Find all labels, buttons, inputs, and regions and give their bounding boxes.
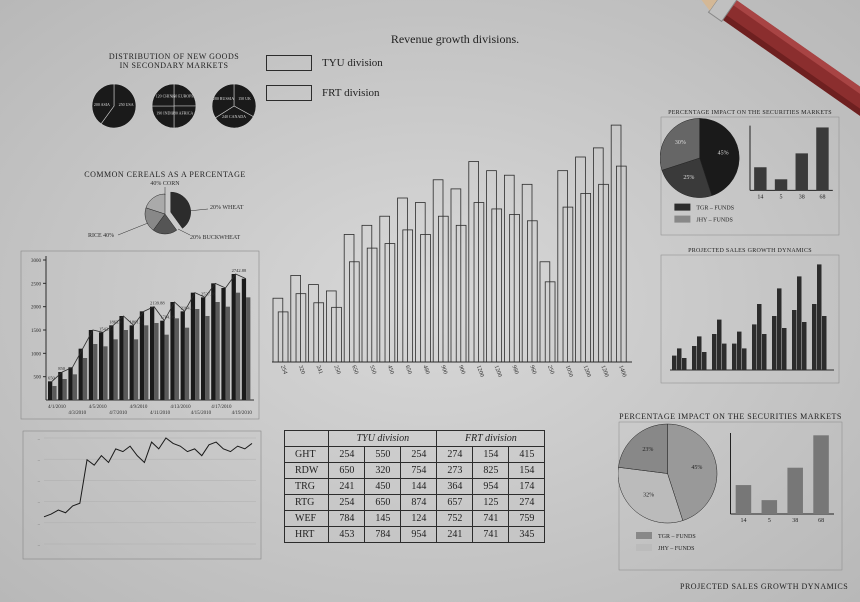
svg-text:23%: 23% [642, 447, 653, 453]
dated-bar-chart: 500 1000 1500 2000 2500 3000 650850 1542.84 1863… [20, 250, 260, 420]
svg-text:4/13/2010: 4/13/2010 [170, 405, 191, 410]
svg-text:2500: 2500 [31, 282, 42, 287]
svg-text:38: 38 [792, 518, 798, 524]
svg-text:250 USA: 250 USA [119, 102, 134, 107]
sec1-chart: 45% 25% 30% 14 5 38 68 TGR – FUNDS JHY – FUNDS [660, 116, 840, 236]
data-table: TYU divisionFRT divisionGHT2545502542741… [284, 430, 545, 543]
svg-text:500: 500 [34, 376, 42, 381]
svg-text:650: 650 [48, 375, 56, 380]
svg-text:2139.88: 2139.88 [150, 301, 165, 306]
svg-text:320: 320 [297, 365, 306, 376]
svg-text:14: 14 [740, 518, 746, 524]
svg-text:900: 900 [457, 365, 466, 376]
svg-text:190 INDIA: 190 INDIA [156, 111, 174, 116]
svg-text:200 ASIA: 200 ASIA [94, 102, 110, 107]
svg-text:TGR – FUNDS: TGR – FUNDS [658, 534, 696, 540]
dist-pies: 250 USA200 ASIA150 EUROPE180 AFRICA190 I… [84, 70, 264, 142]
svg-text:TGR – FUNDS: TGR – FUNDS [696, 206, 734, 212]
svg-text:RICE 40%: RICE 40% [88, 233, 114, 239]
svg-text:1863.4: 1863.4 [109, 319, 122, 324]
svg-text:1400: 1400 [617, 365, 627, 378]
svg-text:–: – [37, 478, 41, 483]
svg-text:960: 960 [528, 365, 537, 376]
svg-text:–: – [37, 500, 41, 505]
svg-text:45%: 45% [691, 465, 702, 471]
sec2-title: PERCENTAGE IMPACT ON THE SECURITIES MARK… [618, 412, 843, 421]
svg-text:254: 254 [279, 365, 288, 376]
svg-text:4/3/2010: 4/3/2010 [68, 411, 86, 416]
svg-text:1704.96: 1704.96 [160, 315, 175, 320]
svg-text:20% BUCKWHEAT: 20% BUCKWHEAT [190, 235, 240, 241]
main-bar-chart: 254 320 241 250 650 550 450 650 480 900 900 1200 120… [256, 110, 636, 390]
svg-text:1500: 1500 [31, 329, 42, 334]
svg-text:4/5/2010: 4/5/2010 [89, 405, 107, 410]
svg-text:900: 900 [439, 365, 448, 376]
svg-text:–: – [37, 436, 41, 441]
svg-text:30%: 30% [675, 140, 686, 146]
svg-text:650: 650 [350, 365, 359, 376]
svg-text:4/9/2010: 4/9/2010 [130, 405, 148, 410]
svg-text:4/11/2010: 4/11/2010 [150, 411, 171, 416]
sec2-chart: 45% 32% 23% 14 5 38 68 TGR – FUNDS JHY – FUNDS [618, 421, 843, 571]
svg-text:2537.48: 2537.48 [201, 291, 216, 296]
svg-text:1861.12: 1861.12 [130, 319, 145, 324]
svg-text:250: 250 [332, 365, 341, 376]
dist-title: DISTRIBUTION OF NEW GOODS IN SECONDARY M… [84, 52, 264, 70]
line-chart: – – – – – – [22, 430, 262, 560]
svg-text:550: 550 [368, 365, 377, 376]
svg-text:68: 68 [818, 518, 824, 524]
svg-text:150 UK: 150 UK [238, 96, 251, 101]
cereals-pie: 40% CORN 20% WHEAT RICE 40% 20% BUCKWHEAT [60, 179, 270, 249]
svg-text:2000: 2000 [31, 306, 42, 311]
svg-text:180 AFRICA: 180 AFRICA [172, 111, 194, 116]
svg-text:38: 38 [799, 194, 805, 200]
svg-text:4/17/2010: 4/17/2010 [211, 405, 232, 410]
svg-text:5: 5 [768, 518, 771, 524]
svg-text:68: 68 [819, 194, 825, 200]
svg-text:1200: 1200 [475, 365, 485, 378]
legend-tyu: TYU division [322, 57, 383, 69]
svg-text:4/7/2010: 4/7/2010 [109, 411, 127, 416]
svg-text:1050: 1050 [564, 365, 574, 378]
svg-text:850: 850 [58, 366, 65, 371]
svg-text:480: 480 [421, 365, 430, 376]
svg-text:450: 450 [386, 365, 395, 376]
svg-text:40% CORN: 40% CORN [150, 181, 180, 187]
svg-text:241: 241 [315, 365, 324, 376]
growth-chart [660, 254, 840, 384]
sec1-title: PERCENTAGE IMPACT ON THE SECURITIES MARK… [660, 110, 840, 116]
svg-text:4/19/2010: 4/19/2010 [232, 411, 253, 416]
svg-text:5: 5 [780, 194, 783, 200]
svg-text:650: 650 [404, 365, 413, 376]
svg-text:1542.84: 1542.84 [99, 326, 114, 331]
svg-text:1200: 1200 [493, 365, 503, 378]
svg-text:JHY – FUNDS: JHY – FUNDS [696, 218, 732, 224]
svg-text:120 CHINA: 120 CHINA [156, 93, 176, 98]
svg-text:3000: 3000 [31, 259, 42, 264]
svg-text:45%: 45% [718, 150, 729, 156]
svg-text:2742.88: 2742.88 [232, 268, 247, 273]
svg-text:4/15/2010: 4/15/2010 [191, 411, 212, 416]
svg-text:250: 250 [546, 365, 555, 376]
footer-text: PROJECTED SALES GROWTH DYNAMICS [680, 582, 848, 591]
svg-text:32%: 32% [643, 492, 654, 498]
svg-text:980: 980 [510, 365, 519, 376]
main-title: Revenue growth divisions. [260, 32, 650, 47]
svg-text:4/1/2010: 4/1/2010 [48, 405, 66, 410]
svg-text:240 CANADA: 240 CANADA [222, 114, 246, 119]
svg-text:1200: 1200 [599, 365, 609, 378]
cereals-title: COMMON CEREALS AS A PERCENTAGE [60, 170, 270, 179]
svg-text:–: – [37, 521, 41, 526]
svg-text:20% WHEAT: 20% WHEAT [210, 205, 244, 211]
legend-frt: FRT division [322, 87, 380, 99]
svg-text:1000: 1000 [31, 352, 42, 357]
svg-text:1200: 1200 [582, 365, 592, 378]
svg-text:JHY – FUNDS: JHY – FUNDS [658, 546, 694, 552]
svg-text:280 RUSSIA: 280 RUSSIA [213, 96, 234, 101]
svg-text:–: – [37, 457, 41, 462]
svg-text:25%: 25% [683, 175, 694, 181]
svg-text:–: – [37, 542, 41, 547]
svg-text:14: 14 [757, 194, 763, 200]
svg-text:2164.4: 2164.4 [181, 305, 194, 310]
